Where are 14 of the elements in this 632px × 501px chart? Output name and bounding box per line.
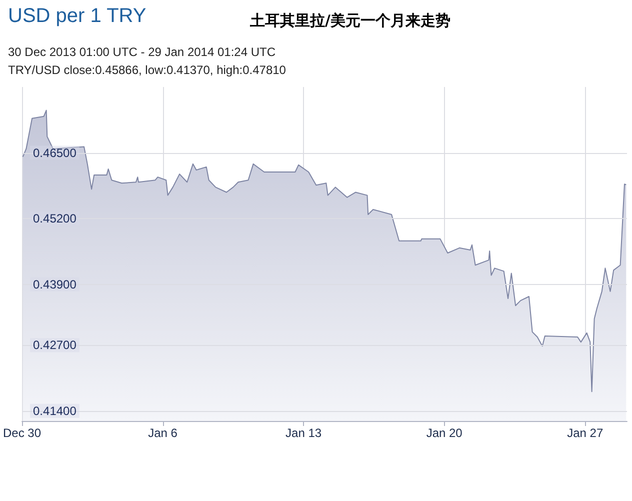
text: 30 Dec 2013 01:00 UTC - 29 Jan 2014 01:24 UTC (8, 45, 276, 59)
y-tick-label: 0.43900 (33, 277, 77, 292)
y-tick-label: 0.45200 (33, 212, 77, 226)
y-tick-label: 0.41400 (33, 404, 77, 418)
chart-subtitle: USD per 1 TRY (8, 5, 146, 27)
x-tick-label: Jan 20 (426, 426, 463, 440)
chart-title: 土耳其里拉/美元一个月来走势 (249, 12, 450, 30)
x-tick-label: Jan 13 (286, 426, 322, 440)
x-tick-label: Jan 27 (567, 426, 604, 440)
y-tick-label: 0.42700 (33, 338, 77, 352)
y-tick-label: 0.46500 (33, 146, 77, 160)
text: TRY/USD close:0.45866, low:0.41370, high:0.47810 (8, 63, 286, 77)
x-tick-label: Jan 6 (148, 426, 178, 440)
x-tick-label: Dec 30 (2, 426, 42, 440)
